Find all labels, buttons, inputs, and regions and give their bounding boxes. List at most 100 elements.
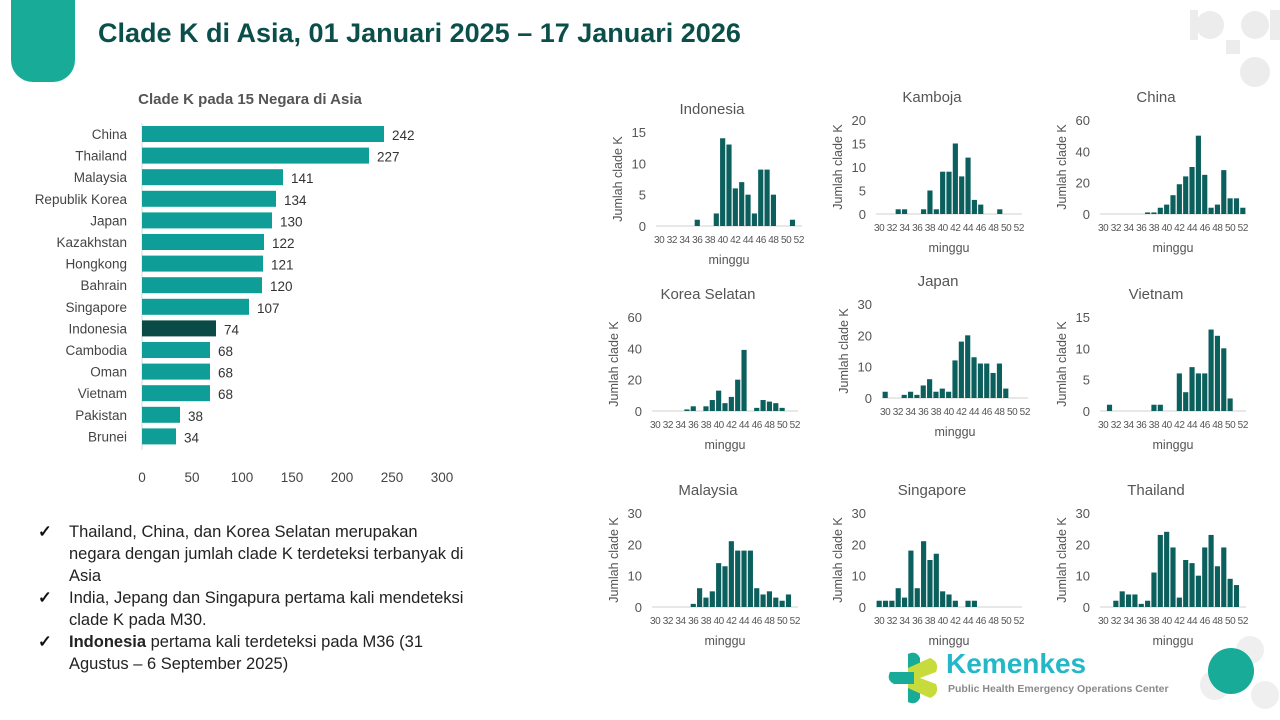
histogram-bar-week-38 [1151, 572, 1157, 607]
bar-malaysia [142, 169, 283, 186]
data-label: 68 [218, 344, 233, 359]
bar-thailand [142, 147, 369, 164]
histogram-bar-week-43 [1183, 176, 1189, 214]
bar-brunei [142, 428, 176, 445]
x-tick-label: 38 [925, 223, 936, 234]
y-tick-label: 30 [628, 506, 642, 521]
histogram-bar-week-31 [882, 600, 889, 607]
histogram-bar-week-35 [1132, 594, 1138, 607]
x-tick-label: 42 [1174, 223, 1185, 234]
x-tick-label: 40 [937, 223, 948, 234]
data-label: 141 [291, 171, 314, 186]
x-tick-label: 52 [1238, 420, 1249, 431]
data-label: 38 [188, 409, 203, 424]
histogram-bar-week-50 [1227, 198, 1233, 214]
histogram-bar-week-42 [1176, 597, 1182, 607]
histogram-bar-week-43 [735, 379, 741, 411]
finding-item: ✓ India, Jepang dan Singapura pertama ka… [38, 587, 468, 631]
data-label: 68 [218, 387, 233, 402]
histogram-bar-week-40 [1164, 204, 1170, 214]
y-tick-label: 5 [639, 188, 646, 203]
bar-hongkong [142, 255, 263, 272]
histogram-bar-week-36 [914, 588, 920, 607]
x-tick-label: 30 [1098, 616, 1109, 627]
histogram-bar-week-34 [901, 209, 908, 214]
histogram-bar-week-38 [933, 391, 939, 398]
x-tick-label: 36 [912, 616, 923, 627]
bar-chart-clade-k-asia: Clade K pada 15 Negara di Asia China 242 Th… [35, 91, 454, 485]
y-tick-label: 30 [852, 506, 866, 521]
x-tick-label: 44 [963, 223, 974, 234]
x-axis-label: minggu [709, 253, 750, 267]
x-tick-label: 40 [713, 420, 724, 431]
histogram-bar-week-39 [1157, 534, 1163, 607]
x-tick-label: 46 [982, 407, 993, 418]
histogram-bar-week-44 [965, 157, 971, 214]
histogram-bar-week-41 [946, 594, 952, 607]
x-tick-label: 42 [1174, 420, 1185, 431]
histogram-title: Japan [918, 273, 959, 290]
histogram-bar-week-49 [1221, 547, 1227, 607]
x-tick-label: 38 [1149, 420, 1160, 431]
y-tick-label: 10 [1076, 569, 1090, 584]
histogram-title: Korea Selatan [660, 286, 755, 303]
histogram-bar-week-46 [1202, 547, 1208, 607]
histogram-title: Thailand [1127, 482, 1185, 499]
histogram-bar-week-44 [1189, 367, 1195, 411]
histogram-bar-week-47 [760, 400, 766, 411]
x-tick-label: 46 [976, 616, 987, 627]
x-tick-label: 46 [1200, 616, 1211, 627]
histogram-bar-week-40 [720, 138, 726, 226]
data-label: 121 [271, 258, 294, 273]
histogram-bar-week-42 [1176, 184, 1182, 214]
histogram-bar-week-45 [977, 363, 983, 398]
histogram-bar-week-41 [722, 566, 728, 607]
y-tick-label: 40 [1076, 144, 1090, 159]
category-label: Kazakhstan [56, 235, 127, 250]
y-axis-label: Jumlah clade K [831, 517, 845, 603]
category-label: Malaysia [74, 170, 128, 185]
x-tick-label: 34 [1123, 223, 1134, 234]
x-tick-label: 44 [1187, 420, 1198, 431]
histogram-bar-week-47 [990, 372, 996, 398]
x-axis-label: minggu [1153, 634, 1194, 648]
y-axis-label: Jumlah clade K [607, 517, 621, 603]
x-tick-label: 36 [692, 235, 703, 246]
x-tick-label: 48 [994, 407, 1005, 418]
x-tick-label: 50 [1225, 223, 1236, 234]
x-tick-label: 40 [1161, 420, 1172, 431]
histogram-bar-week-48 [996, 363, 1003, 398]
x-tick-label: 32 [887, 616, 898, 627]
x-tick-label: 42 [950, 223, 961, 234]
x-tick-label: 48 [1212, 616, 1223, 627]
y-axis-label: Jumlah clade K [837, 308, 851, 394]
histogram-bar-week-43 [1183, 392, 1189, 411]
y-tick-label: 15 [852, 137, 866, 152]
finding-text: Thailand, China, dan Korea Selatan merup… [69, 523, 464, 585]
x-tick-label: 50 [1001, 616, 1012, 627]
data-label: 227 [377, 150, 400, 165]
histogram-bar-week-49 [1221, 348, 1227, 411]
histogram-bar-week-35 [908, 550, 914, 607]
category-label: Brunei [88, 429, 127, 444]
histogram-bar-week-46 [984, 363, 990, 398]
x-tick-label: 36 [688, 420, 699, 431]
histogram-bar-week-39 [709, 400, 715, 411]
data-label: 120 [270, 279, 293, 294]
histogram-title: Singapore [898, 482, 966, 499]
histogram-bar-week-51 [1233, 585, 1240, 607]
histogram-bar-week-50 [779, 600, 785, 607]
y-tick-label: 15 [1076, 310, 1090, 325]
histogram-bar-week-35 [914, 394, 920, 398]
y-tick-label: 10 [858, 360, 872, 375]
x-tick-label: 32 [893, 407, 904, 418]
histogram-bar-week-38 [1151, 212, 1157, 214]
data-label: 34 [184, 430, 200, 445]
bar-vietnam [142, 385, 210, 402]
histogram-bar-week-39 [713, 213, 719, 226]
x-tick-label: 46 [756, 235, 767, 246]
category-label: Bahrain [80, 278, 127, 293]
